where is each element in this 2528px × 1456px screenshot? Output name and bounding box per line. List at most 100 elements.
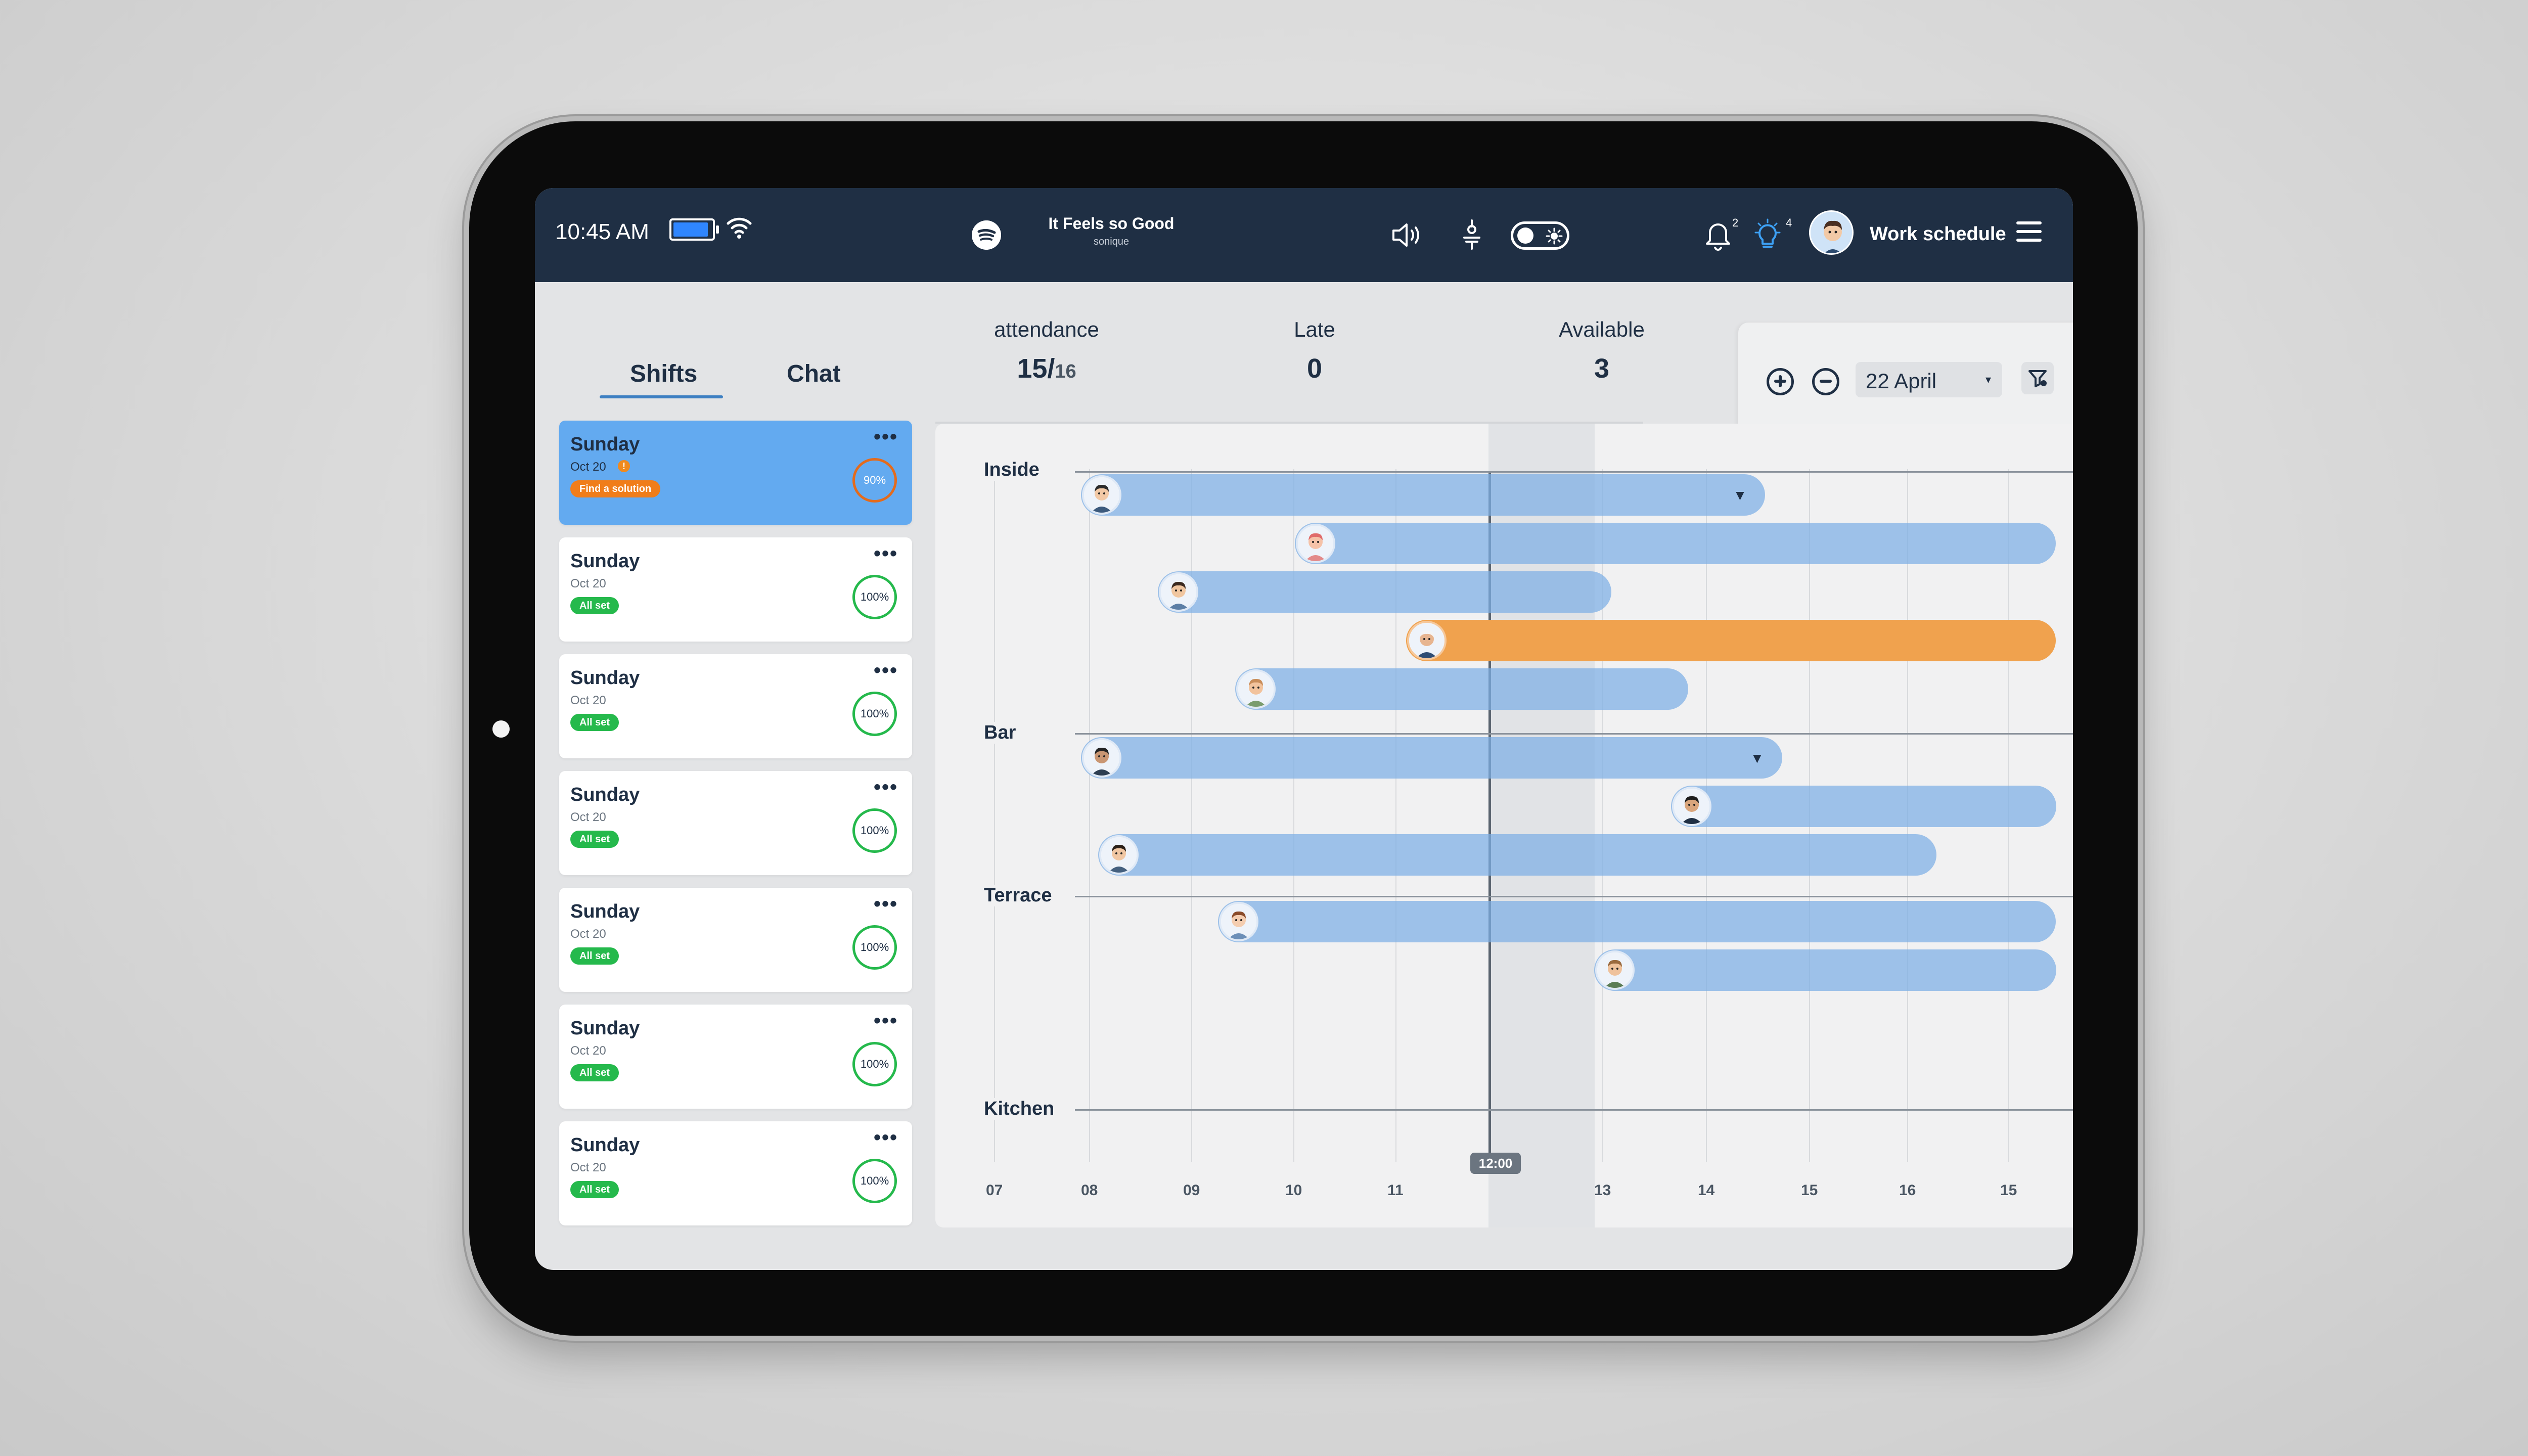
coverage-ring: 100% [852,1042,897,1086]
more-options-icon[interactable]: ••• [873,1010,898,1032]
shift-date: Oct 20 [570,1044,606,1058]
tab-shifts[interactable]: Shifts [630,360,698,387]
shift-day: Sunday [570,901,640,922]
shift-bar[interactable]: ▼ [1081,474,1766,516]
shift-card[interactable]: Sunday Oct 20 All set ••• 100% [559,888,912,992]
now-playing[interactable]: It Feels so Good sonique [1010,214,1212,248]
shift-bar[interactable]: ▼ [1081,737,1783,779]
selected-date: 22 April [1866,369,1937,393]
stat-attendance: attendance 15/16 [956,317,1138,384]
volume-down-hardware-button [688,114,753,122]
battery-level [673,222,708,237]
hour-label: 14 [1698,1182,1715,1199]
more-options-icon[interactable]: ••• [873,893,898,915]
coverage-ring: 100% [852,808,897,853]
app-screen: 10:45 AM It Feels so Good sonique [535,188,2073,1270]
employee-avatar[interactable] [1082,738,1121,778]
battery-icon [669,218,719,241]
more-options-icon[interactable]: ••• [873,426,898,448]
section-label-bar: Bar [984,722,1023,744]
zoom-out-icon[interactable] [1812,368,1839,395]
shift-bar[interactable] [1406,620,2056,661]
employee-avatar[interactable] [1082,475,1121,515]
stat-value: 3 [1594,353,1610,384]
bell-icon[interactable] [1703,217,1733,253]
employee-avatar[interactable] [1407,621,1447,660]
hour-label: 13 [1594,1182,1611,1199]
shift-bar[interactable] [1235,668,1689,710]
hour-label: 10 [1285,1182,1302,1199]
shift-bar[interactable] [1594,949,2056,991]
shift-card[interactable]: Sunday Oct 20 ! Find a solution ••• 90% [559,421,912,525]
employee-avatar[interactable] [1099,835,1139,875]
section-divider [1075,733,2073,735]
shift-bar[interactable] [1098,834,1936,876]
active-tab-indicator [600,395,723,398]
speaker-icon[interactable] [1389,217,1425,253]
employee-avatar[interactable] [1218,902,1258,941]
shift-bar[interactable] [1294,523,2056,564]
expand-caret-icon[interactable]: ▼ [1733,487,1747,503]
shift-card[interactable]: Sunday Oct 20 All set ••• 100% [559,537,912,642]
more-options-icon[interactable]: ••• [873,542,898,565]
camera [492,720,510,738]
view-tabs: Shifts Chat [600,360,852,400]
stat-label: Late [1294,317,1335,341]
employee-avatar[interactable] [1595,950,1635,990]
stat-late: Late 0 [1224,317,1406,384]
page-title: Work schedule [1870,223,2006,245]
shift-bar[interactable] [1158,571,1611,613]
shift-day: Sunday [570,667,640,689]
hour-gridline [994,469,995,1162]
employee-avatar[interactable] [1672,787,1712,826]
timeline-toolbar: 22 April ▾ [1738,323,2073,434]
shift-day: Sunday [570,434,640,455]
shift-list: Sunday Oct 20 ! Find a solution ••• 90% … [559,421,913,1238]
filter-button[interactable] [2021,362,2054,394]
shift-card[interactable]: Sunday Oct 20 All set ••• 100% [559,1005,912,1109]
date-select[interactable]: 22 April ▾ [1856,362,2002,397]
tab-chat[interactable]: Chat [787,360,841,387]
user-avatar[interactable] [1809,210,1854,255]
spotify-icon[interactable] [972,220,1001,250]
shift-card[interactable]: Sunday Oct 20 All set ••• 100% [559,1121,912,1225]
hour-label: 15 [2000,1182,2017,1199]
section-label-kitchen: Kitchen [984,1098,1062,1120]
shift-date: Oct 20 [570,810,606,824]
employee-avatar[interactable] [1159,572,1199,612]
shift-day: Sunday [570,784,640,805]
hour-label: 08 [1081,1182,1098,1199]
shift-card[interactable]: Sunday Oct 20 All set ••• 100% [559,654,912,758]
ceiling-lamp-icon[interactable] [1454,217,1489,253]
find-solution-badge[interactable]: Find a solution [570,480,661,497]
power-hardware-button [463,212,470,313]
shift-bar[interactable] [1671,786,2056,827]
expand-caret-icon[interactable]: ▼ [1750,750,1765,766]
all-set-badge: All set [570,597,619,614]
hour-label: 11 [1387,1182,1404,1199]
stat-label: attendance [994,317,1099,341]
shift-card[interactable]: Sunday Oct 20 All set ••• 100% [559,771,912,875]
all-set-badge: All set [570,947,619,965]
hour-label: 07 [986,1182,1003,1199]
theme-toggle[interactable] [1511,221,1569,250]
employee-avatar[interactable] [1295,524,1335,563]
hour-gridline [1602,469,1603,1162]
stat-value: 0 [1306,353,1323,384]
more-options-icon[interactable]: ••• [873,776,898,798]
hour-gridline [1089,469,1090,1162]
lightbulb-icon[interactable] [1752,217,1783,253]
section-label-terrace: Terrace [984,885,1059,906]
menu-icon[interactable] [2016,221,2042,244]
more-options-icon[interactable]: ••• [873,659,898,681]
top-status-bar: 10:45 AM It Feels so Good sonique [535,188,2073,282]
hour-gridline [1395,469,1396,1162]
shift-bar[interactable] [1217,901,2056,942]
more-options-icon[interactable]: ••• [873,1126,898,1149]
zoom-in-icon[interactable] [1767,368,1794,395]
sun-icon [1546,228,1563,245]
shift-day: Sunday [570,1018,640,1039]
employee-avatar[interactable] [1236,669,1276,709]
all-set-badge: All set [570,714,619,731]
all-set-badge: All set [570,831,619,848]
